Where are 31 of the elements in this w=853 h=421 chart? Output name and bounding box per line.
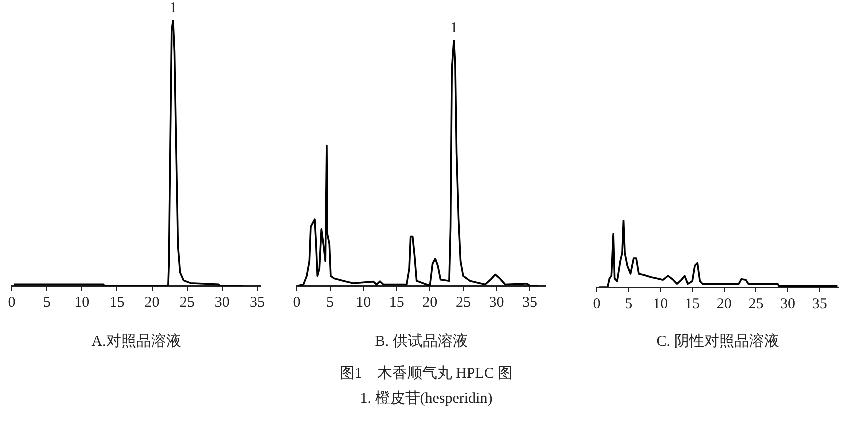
x-tick-label: 25 xyxy=(180,294,195,311)
x-tick-label: 0 xyxy=(8,294,16,311)
caption: 图1 木香顺气丸 HPLC 图 xyxy=(338,364,514,384)
x-axis-title: A.对照品溶液 xyxy=(92,332,182,350)
x-tick-label: 5 xyxy=(43,294,51,311)
x-tick-label: 30 xyxy=(214,294,230,311)
x-tick-label: 0 xyxy=(293,294,301,311)
x-tick-label: 5 xyxy=(625,296,633,312)
annotation: 1 xyxy=(170,0,178,16)
x-axis-title: C. 阴性对照品溶液 xyxy=(656,332,780,350)
x-tick-label: 10 xyxy=(356,294,372,311)
x-tick-label: 15 xyxy=(110,294,125,311)
x-tick-label: 10 xyxy=(74,294,90,311)
x-tick-label: 25 xyxy=(748,296,764,312)
x-tick-label: 5 xyxy=(326,294,334,311)
x-tick-label: 20 xyxy=(422,294,438,311)
text: 1. 橙皮苷(hesperidin) xyxy=(359,390,494,409)
x-tick-label: 10 xyxy=(653,296,668,312)
x-tick-label: 30 xyxy=(780,296,796,312)
x-tick-label: 15 xyxy=(389,294,404,311)
x-axis-title: B. 供试品溶液 xyxy=(375,332,468,350)
x-tick-label: 35 xyxy=(250,294,265,311)
x-tick-label: 30 xyxy=(489,294,504,311)
x-tick-label: 20 xyxy=(716,296,732,312)
x-tick-label: 0 xyxy=(593,296,601,312)
x-tick-label: 35 xyxy=(522,294,538,311)
x-tick-label: 25 xyxy=(456,294,471,311)
x-tick-label: 20 xyxy=(144,294,160,311)
annotation: 1 xyxy=(450,20,458,36)
x-tick-label: 35 xyxy=(812,296,828,312)
x-tick-label: 15 xyxy=(685,296,700,312)
